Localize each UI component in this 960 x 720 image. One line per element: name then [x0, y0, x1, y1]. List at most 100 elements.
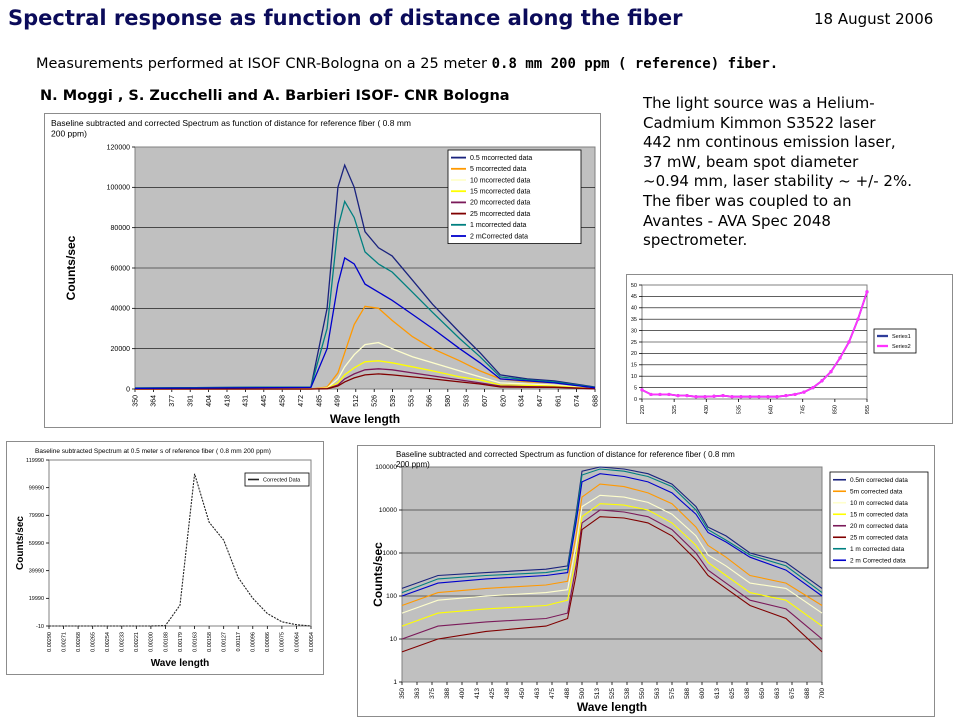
legend-box	[447, 149, 582, 244]
description-line: Avantes - AVA Spec 2048	[643, 211, 831, 230]
x-tick-label: 488	[564, 688, 571, 699]
x-tick-label: 400	[459, 688, 466, 699]
x-tick-label: 0.00054	[309, 632, 315, 652]
legend-box	[244, 472, 310, 487]
x-tick-label: 526	[372, 395, 379, 407]
x-tick-label: 593	[464, 395, 471, 407]
x-axis-label: Wave length	[330, 412, 400, 426]
x-tick-label: 363	[414, 688, 421, 699]
x-tick-label: 0.00271	[61, 632, 67, 652]
x-tick-label: 0.00265	[91, 632, 97, 652]
data-point	[703, 395, 707, 399]
y-tick-label: 100000	[375, 464, 397, 471]
data-point	[685, 393, 689, 398]
data-point	[838, 356, 842, 360]
series-line	[134, 163, 596, 389]
legend-label: 20 mcorrected data	[470, 200, 530, 207]
x-tick-label: 607	[482, 395, 489, 407]
chart-title: Baseline subtracted Spectrum at 0.5 mete…	[35, 448, 271, 455]
y-tick-label: 40000	[111, 306, 131, 313]
data-point	[739, 395, 743, 399]
x-tick-label: 745	[801, 405, 807, 414]
y-tick-label: 10	[390, 636, 398, 643]
x-tick-label: 0.00158	[207, 632, 213, 652]
legend-box	[873, 328, 917, 354]
x-tick-label: 445	[261, 395, 268, 407]
x-tick-label: 0.00268	[76, 632, 82, 652]
y-tick-label: 19990	[29, 596, 44, 602]
data-point	[856, 317, 860, 321]
x-tick-label: 535	[736, 405, 742, 414]
x-tick-label: 404	[206, 395, 213, 407]
chart-single-spectrum-panel: Baseline subtracted Spectrum at 0.5 mete…	[6, 441, 324, 675]
series-line	[135, 360, 596, 390]
series-line	[401, 473, 823, 597]
series-line	[134, 256, 596, 390]
x-tick-label: 539	[390, 395, 397, 407]
x-tick-label: 650	[759, 688, 766, 699]
x-axis-label: Wave length	[151, 658, 210, 669]
legend-label: 5 mcorrected data	[470, 166, 527, 173]
x-tick-label: 613	[714, 688, 721, 699]
data-point	[811, 386, 815, 390]
x-tick-label: 625	[729, 688, 736, 699]
description-line: ~0.94 mm, laser stability ~ +/- 2%.	[643, 172, 912, 191]
x-tick-label: 413	[474, 688, 481, 699]
x-tick-label: 0.00127	[222, 632, 228, 652]
x-tick-label: 450	[519, 688, 526, 699]
x-tick-label: 350	[399, 688, 406, 699]
x-tick-label: 566	[427, 395, 434, 407]
legend-label: 2 mCorrected data	[470, 233, 528, 240]
chart-single-spectrum: Baseline subtracted Spectrum at 0.5 mete…	[15, 448, 315, 669]
y-tick-label: 119990	[26, 458, 44, 464]
description-line: The light source was a Helium-	[643, 94, 875, 112]
series-line	[401, 468, 823, 594]
data-point	[757, 395, 761, 399]
x-tick-label: 431	[243, 395, 250, 407]
description-line: Cadmium Kimmon S3522 laser	[643, 113, 876, 132]
x-tick-label: 538	[624, 688, 631, 699]
x-tick-label: 512	[353, 395, 360, 407]
x-tick-label: 377	[169, 395, 176, 407]
x-tick-label: 463	[534, 688, 541, 699]
chart-attenuation-panel: 0 5 10 15 20 25 30 35 40 45 50 220 325 430 535 640 745 85…	[626, 274, 953, 424]
chart-linear-spectrum-panel: Baseline subtracted and corrected Spectr…	[44, 113, 601, 428]
page-title: Spectral response as function of distanc…	[8, 6, 683, 30]
x-tick-label: 0.00086	[265, 632, 271, 652]
chart-attenuation: 0 5 10 15 20 25 30 35 40 45 50 220 325 430 535 640 745 85…	[631, 283, 917, 414]
chart-title: Baseline subtracted and corrected Spectr…	[51, 118, 411, 128]
data-point	[784, 393, 788, 398]
data-point	[748, 395, 752, 399]
legend-label: 5m corrected data	[850, 488, 903, 495]
y-axis-label: Counts/sec	[64, 235, 78, 300]
x-tick-label: 661	[556, 395, 563, 407]
legend-label: 10 m corrected data	[850, 500, 908, 507]
series-line	[401, 503, 823, 627]
y-tick-label: 79990	[29, 513, 44, 519]
legend-label: 1 m corrected data	[850, 546, 905, 553]
data-point	[667, 392, 671, 397]
x-tick-label: 0.00064	[294, 632, 300, 652]
x-tick-label: 475	[549, 688, 556, 699]
x-tick-label: 513	[594, 688, 601, 699]
x-tick-label: 325	[672, 405, 678, 414]
x-tick-label: 350	[132, 395, 139, 407]
y-tick-label: 10	[631, 374, 637, 380]
y-tick-label: 20	[631, 351, 637, 357]
y-tick-label: 40	[631, 306, 637, 312]
x-tick-label: 0.00075	[280, 632, 286, 652]
y-tick-label: 30	[631, 328, 637, 334]
x-tick-label: 640	[768, 405, 774, 414]
legend-label: 0.5m corrected data	[850, 477, 908, 484]
x-tick-label: 418	[224, 395, 231, 407]
y-tick-label: 99990	[29, 486, 44, 492]
y-tick-label: 1	[393, 679, 397, 686]
y-tick-label: 45	[631, 294, 637, 300]
y-tick-label: 100000	[107, 185, 130, 192]
x-tick-label: 485	[316, 395, 323, 407]
x-tick-label: 588	[684, 688, 691, 699]
legend-label: 1 mcorrected data	[470, 222, 527, 229]
x-tick-label: 0.00179	[178, 632, 184, 652]
series-line	[135, 373, 596, 390]
x-tick-label: 388	[444, 688, 451, 699]
